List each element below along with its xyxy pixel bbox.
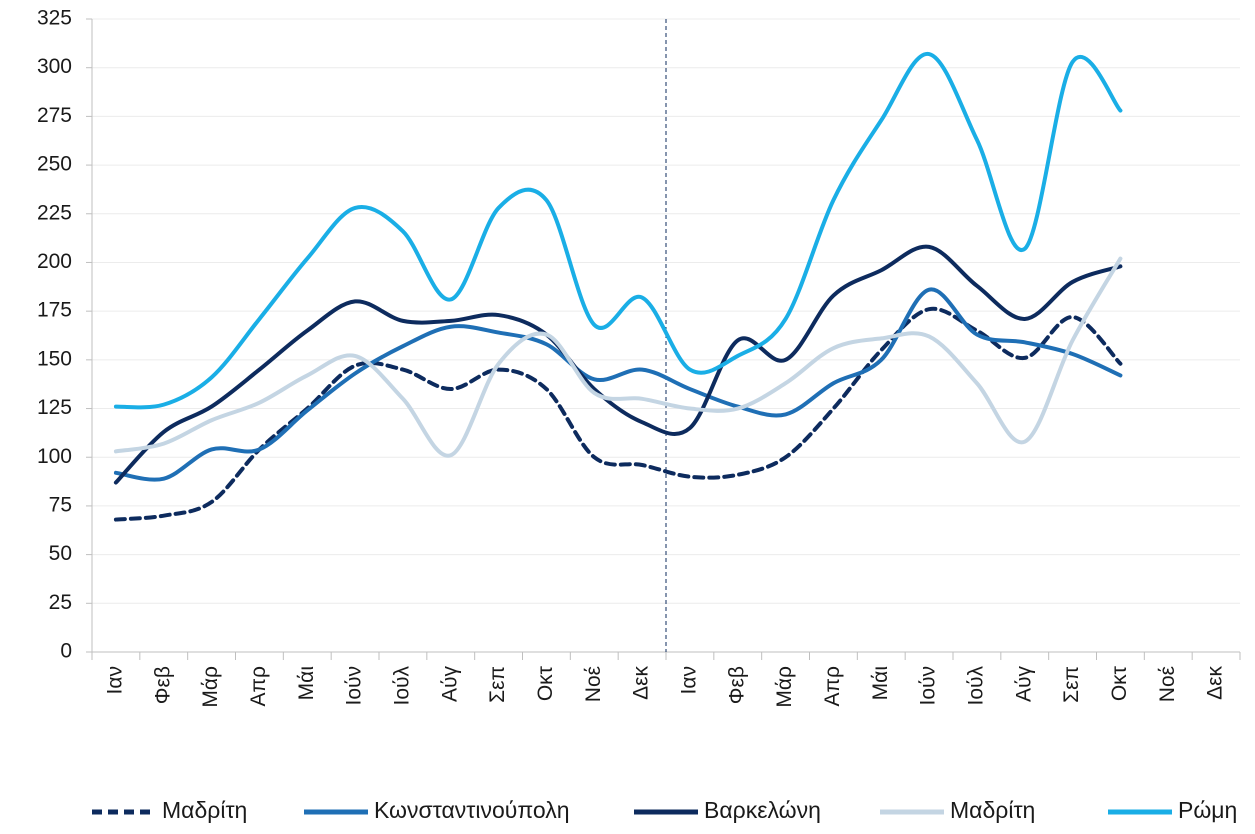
x-tick-label: Απρ	[821, 666, 844, 706]
x-tick-label: Ιούλ	[964, 666, 987, 706]
series-line	[113, 52, 1123, 410]
x-tick-label: Ιαν	[103, 666, 126, 694]
x-tick-label: Νοέ	[582, 666, 605, 702]
y-tick-label: 75	[49, 493, 72, 516]
x-tick-label: Αύγ	[438, 666, 461, 702]
y-tick-label: 325	[37, 7, 72, 30]
y-tick-label: 150	[37, 347, 72, 370]
y-tick-label: 200	[37, 250, 72, 273]
legend-label: Κωνσταντινούπολη	[374, 797, 570, 823]
x-tick-label: Ιούν	[343, 666, 366, 706]
y-tick-label: 250	[37, 153, 72, 176]
x-tick-label: Μάι	[295, 666, 318, 701]
y-tick-label: 100	[37, 445, 72, 468]
x-tick-label: Οκτ	[1108, 665, 1131, 701]
y-tick-label: 175	[37, 299, 72, 322]
y-tick-label: 225	[37, 201, 72, 224]
y-tick-label: 0	[60, 640, 72, 663]
x-tick-label: Ιαν	[677, 666, 700, 694]
x-tick-label: Οκτ	[534, 665, 557, 701]
x-tick-label: Σεπ	[1060, 666, 1083, 703]
legend-label: Μαδρίτη	[162, 797, 247, 823]
y-tick-label: 25	[49, 591, 72, 614]
series-line	[113, 244, 1123, 485]
x-tick-label: Ιούλ	[390, 666, 413, 706]
x-tick-label: Σεπ	[486, 666, 509, 703]
x-tick-label: Μάι	[869, 666, 892, 701]
x-tick-label: Μάρ	[199, 666, 222, 708]
x-tick-label: Φεβ	[725, 666, 748, 704]
y-tick-label: 125	[37, 396, 72, 419]
series-line	[113, 306, 1123, 522]
x-tick-label: Δεκ	[630, 666, 653, 700]
legend-label: Βαρκελώνη	[704, 797, 821, 823]
x-tick-label: Αύγ	[1012, 666, 1035, 702]
x-tick-label: Φεβ	[151, 666, 174, 704]
y-tick-label: 275	[37, 104, 72, 127]
series-line	[113, 256, 1123, 458]
x-tick-label: Δεκ	[1204, 666, 1227, 700]
y-tick-label: 300	[37, 55, 72, 78]
series-line	[113, 287, 1123, 482]
legend-label: Ρώμη	[1178, 797, 1237, 823]
x-tick-label: Μάρ	[773, 666, 796, 708]
x-tick-label: Ιούν	[917, 666, 940, 706]
legend: Μαδρίτη Κωνσταντινούπολη Βαρκελώνη Μαδρίτη Ρ…	[92, 797, 1237, 823]
x-tick-label: Απρ	[247, 666, 270, 706]
legend-label: Μαδρίτη	[950, 797, 1035, 823]
y-tick-label: 50	[49, 542, 72, 565]
x-tick-label: Νοέ	[1156, 666, 1179, 702]
